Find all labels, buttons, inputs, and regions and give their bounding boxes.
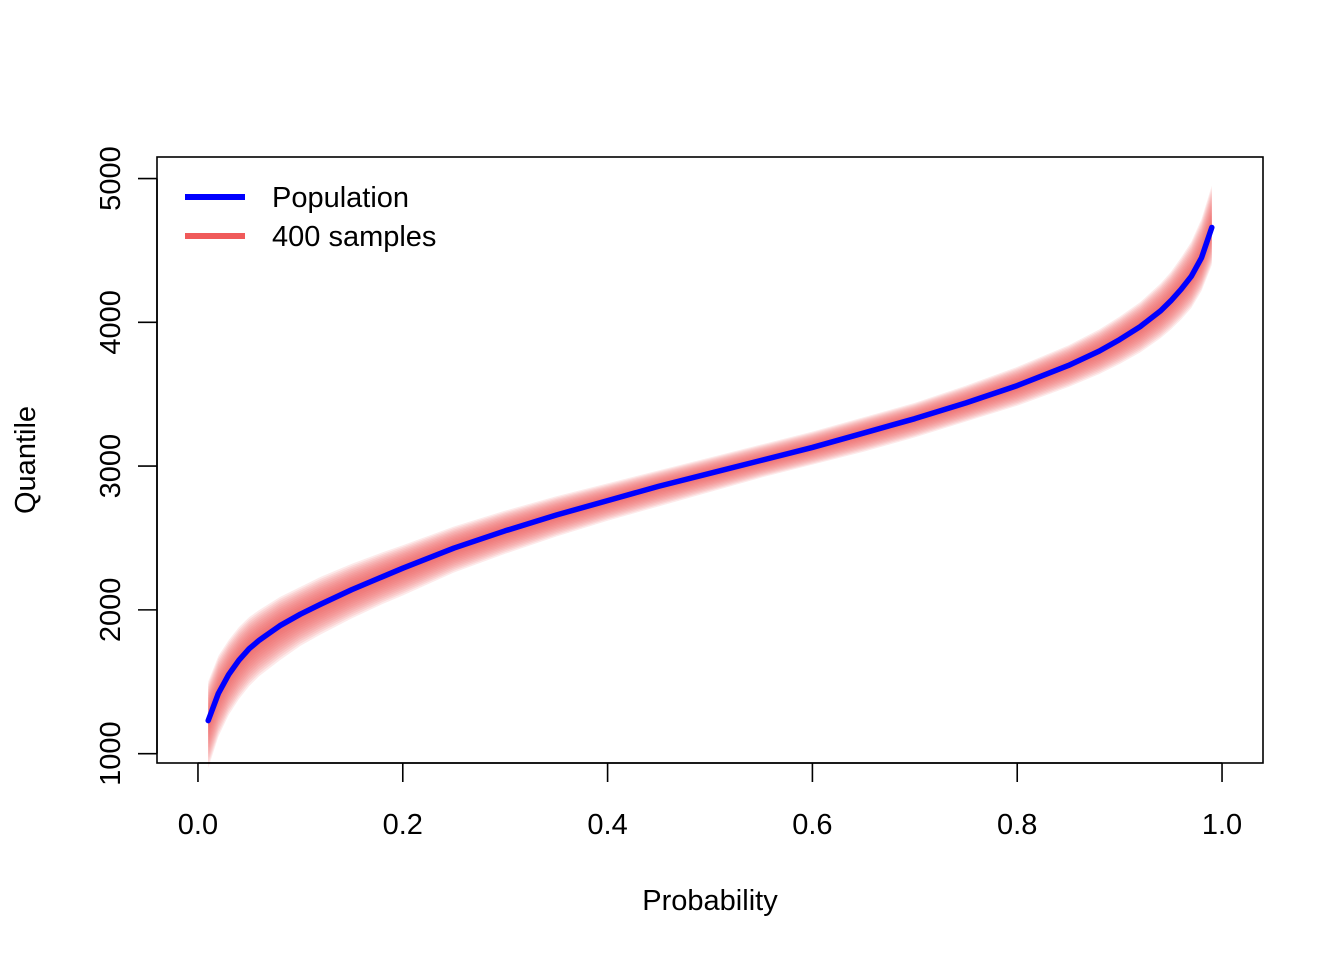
y-tick-label: 4000 [95,290,127,355]
sample-band-layer [208,194,1212,758]
population-line [205,224,1215,724]
y-tick-label: 5000 [95,146,127,211]
y-tick-label: 1000 [95,721,127,786]
x-tick-label: 0.2 [383,809,423,841]
legend-label-population: Population [272,182,409,214]
x-axis: 0.0 0.2 0.4 0.6 0.8 1.0 [178,762,1242,841]
legend-label-samples: 400 samples [272,221,436,253]
sample-band-layer [208,191,1212,762]
x-tick-label: 0.6 [792,809,832,841]
sample-band-layer [208,188,1212,765]
y-axis: 1000 2000 3000 4000 5000 [95,146,158,786]
x-tick-label: 1.0 [1202,809,1242,841]
x-tick-label: 0.4 [587,809,627,841]
population-series [205,224,1215,724]
sample-band-layer [208,185,1212,769]
y-axis-title: Quantile [10,406,42,514]
x-tick-label: 0.0 [178,809,218,841]
x-tick-label: 0.8 [997,809,1037,841]
legend: Population 400 samples [185,182,436,253]
x-axis-title: Probability [642,885,778,917]
y-tick-label: 3000 [95,434,127,499]
y-tick-label: 2000 [95,578,127,643]
